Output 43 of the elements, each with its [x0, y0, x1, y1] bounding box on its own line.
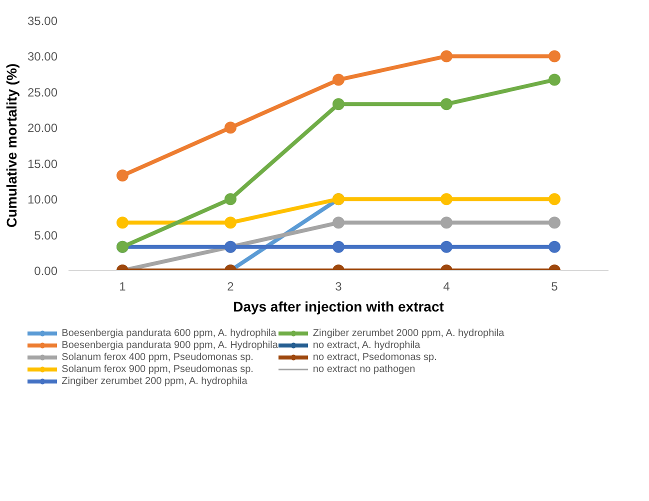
point [440, 216, 452, 229]
point [548, 193, 560, 206]
x-tick-label: 5 [551, 280, 558, 294]
x-axis-title: Days after injection with extract [233, 298, 444, 314]
x-tick-label: 4 [443, 280, 450, 294]
point [440, 240, 452, 253]
point [332, 216, 344, 229]
x-tick-label: 1 [119, 280, 126, 294]
point [440, 50, 452, 62]
legend-label: no extract, A. hydrophila [312, 339, 420, 351]
y-axis-title: Cumulative mortality (%) [3, 63, 20, 228]
legend-label: Boesenbergia pandurata 600 ppm, A. hydrophila [62, 327, 276, 339]
point [116, 170, 128, 182]
point [116, 216, 128, 229]
point [332, 98, 344, 110]
point [548, 50, 560, 62]
legend-label: Solanum ferox 400 ppm, Pseudomonas sp. [62, 351, 254, 363]
y-tick-label: 15.00 [27, 156, 58, 171]
point [548, 74, 560, 86]
legend-label: Solanum ferox 900 ppm, Pseudomonas sp. [62, 363, 254, 375]
point [440, 193, 452, 206]
point [548, 216, 560, 229]
point [224, 122, 236, 134]
point [224, 216, 236, 229]
y-tick-label: 35.00 [27, 14, 58, 28]
legend-label: Zingiber zerumbet 2000 ppm, A. hydrophila [312, 327, 504, 339]
x-tick-label: 2 [227, 280, 234, 294]
y-tick-label: 10.00 [27, 192, 58, 207]
y-tick-label: 20.00 [27, 121, 58, 136]
point [548, 240, 560, 253]
point [332, 74, 344, 86]
point [224, 193, 236, 206]
y-tick-label: 0.00 [34, 264, 58, 278]
legend-label: no extract, Psedomonas sp. [312, 351, 437, 363]
legend-label: no extract no pathogen [312, 363, 416, 375]
y-tick-label: 30.00 [27, 50, 58, 64]
legend-label: Boesenbergia pandurata 900 ppm, A. Hydrophila [62, 339, 278, 351]
legend-label: Zingiber zerumbet 200 ppm, A. hydrophila [62, 375, 248, 387]
point [440, 98, 452, 110]
y-tick-label: 5.00 [34, 228, 58, 242]
point [332, 240, 344, 253]
y-tick-label: 25.00 [27, 85, 58, 100]
x-tick-label: 3 [335, 280, 342, 294]
